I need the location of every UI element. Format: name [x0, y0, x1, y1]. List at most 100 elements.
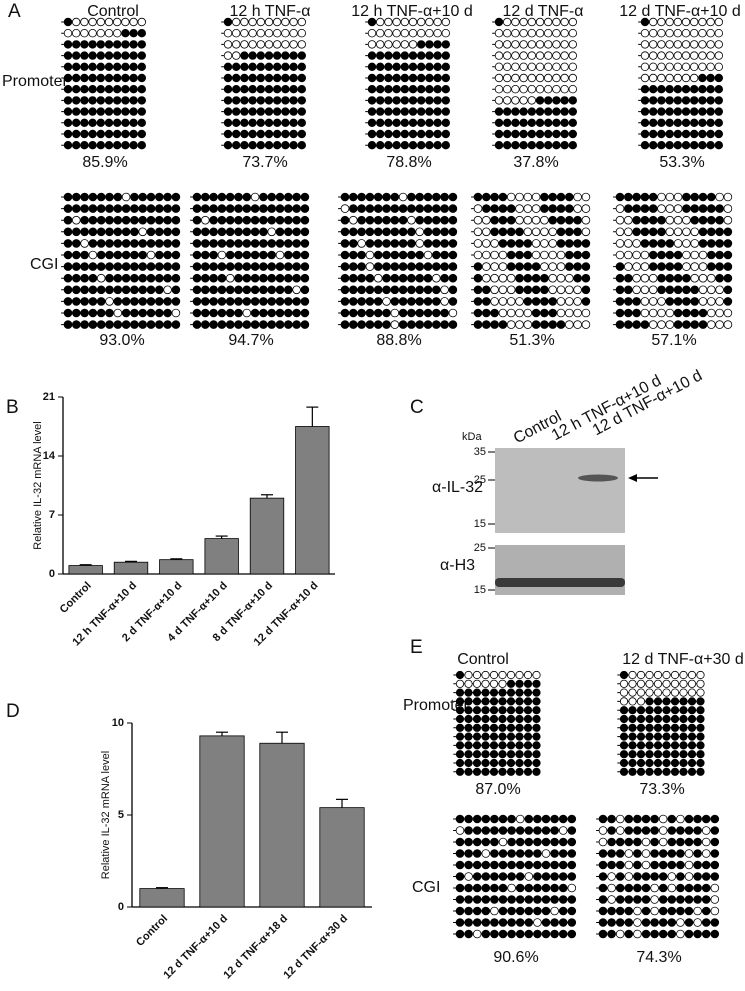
cpg-site: [633, 826, 642, 835]
cpg-site: [573, 227, 582, 237]
cpg-site: [568, 107, 577, 116]
cpg-site: [506, 679, 516, 688]
cpg-site: [628, 723, 637, 732]
cpg-site: [490, 872, 499, 881]
cpg-site: [425, 140, 434, 150]
cpg-site: [696, 758, 705, 768]
cpg-site: [628, 732, 637, 741]
cpg-site: [650, 929, 659, 939]
percent-label: 57.1%: [651, 332, 696, 349]
methylation-grid: [492, 17, 577, 150]
cpg-site: [408, 40, 418, 49]
cpg-site: [88, 17, 97, 27]
cpg-site: [423, 239, 433, 248]
cpg-site: [619, 714, 629, 724]
cpg-site: [710, 826, 720, 835]
cpg-site: [690, 107, 699, 116]
cpg-site: [679, 688, 688, 697]
x-tick-label: 12 d TNF-α+30 d: [281, 913, 350, 982]
cpg-site: [275, 285, 285, 295]
blot-h3: [495, 545, 625, 595]
cpg-site: [564, 227, 574, 237]
cpg-site: [121, 51, 130, 60]
cpg-site: [690, 29, 699, 38]
cpg-site: [297, 51, 306, 60]
cpg-site: [619, 697, 629, 706]
cpg-site: [104, 29, 114, 38]
cpg-site: [231, 17, 241, 27]
cpg-site: [289, 107, 298, 116]
cpg-site: [121, 239, 131, 248]
cpg-site: [88, 262, 98, 271]
cpg-site: [201, 192, 210, 202]
cpg-site: [498, 227, 508, 237]
cpg-site: [636, 741, 646, 750]
cpg-site: [289, 40, 298, 49]
cpg-site: [632, 273, 641, 283]
cpg-site: [715, 239, 724, 248]
cpg-site: [673, 51, 682, 60]
cpg-site: [464, 670, 473, 680]
cpg-site: [701, 906, 711, 916]
cpg-site: [641, 849, 651, 858]
cpg-site: [490, 814, 499, 824]
cpg-site: [498, 929, 508, 939]
cpg-site: [682, 320, 691, 329]
cpg-site: [231, 29, 241, 38]
cpg-site: [104, 62, 114, 72]
cpg-site: [464, 714, 473, 724]
cpg-site: [171, 285, 181, 295]
cpg-site: [448, 273, 458, 283]
cpg-site: [441, 51, 450, 60]
cpg-site: [121, 62, 130, 72]
cpg-site: [273, 118, 282, 127]
cpg-site: [665, 84, 674, 94]
methylation-grid: [338, 192, 458, 329]
cpg-site: [489, 670, 499, 680]
cpg-site: [523, 688, 533, 697]
cpg-site: [112, 96, 122, 105]
cpg-site: [464, 814, 473, 824]
cpg-site: [544, 29, 553, 38]
cpg-site: [498, 906, 508, 916]
cpg-site: [693, 837, 702, 847]
cpg-site: [623, 285, 633, 295]
cpg-site: [636, 767, 646, 776]
cpg-site: [367, 129, 377, 139]
cpg-site: [619, 741, 629, 750]
cpg-site: [624, 895, 634, 904]
cpg-site: [464, 860, 473, 870]
cpg-site: [472, 741, 482, 750]
cpg-site: [267, 308, 277, 318]
cpg-site: [615, 837, 625, 847]
arrow-head: [628, 474, 637, 482]
cpg-site: [615, 860, 625, 870]
cpg-site: [653, 741, 663, 750]
cpg-site: [121, 96, 130, 105]
cpg-site: [615, 215, 625, 225]
cpg-site: [398, 192, 408, 202]
cpg-site: [696, 679, 705, 688]
cpg-site: [248, 107, 257, 116]
cpg-site: [679, 697, 688, 706]
cpg-site: [481, 192, 491, 202]
cpg-site: [714, 107, 723, 116]
cpg-site: [567, 883, 577, 893]
cpg-site: [105, 215, 114, 225]
cpg-site: [209, 239, 218, 248]
cpg-site: [407, 192, 416, 202]
cpg-site: [494, 118, 504, 127]
cpg-site: [503, 107, 512, 116]
cpg-site: [88, 204, 98, 213]
cpg-site: [607, 906, 616, 916]
cpg-site: [283, 262, 293, 271]
cpg-site: [564, 320, 574, 329]
cpg-site: [88, 192, 98, 202]
cpg-site: [448, 262, 458, 271]
cpg-site: [527, 73, 536, 83]
cpg-site: [171, 192, 181, 202]
cpg-site: [498, 239, 508, 248]
cpg-site: [171, 262, 181, 271]
cpg-site: [645, 758, 654, 768]
cpg-site: [628, 750, 637, 759]
